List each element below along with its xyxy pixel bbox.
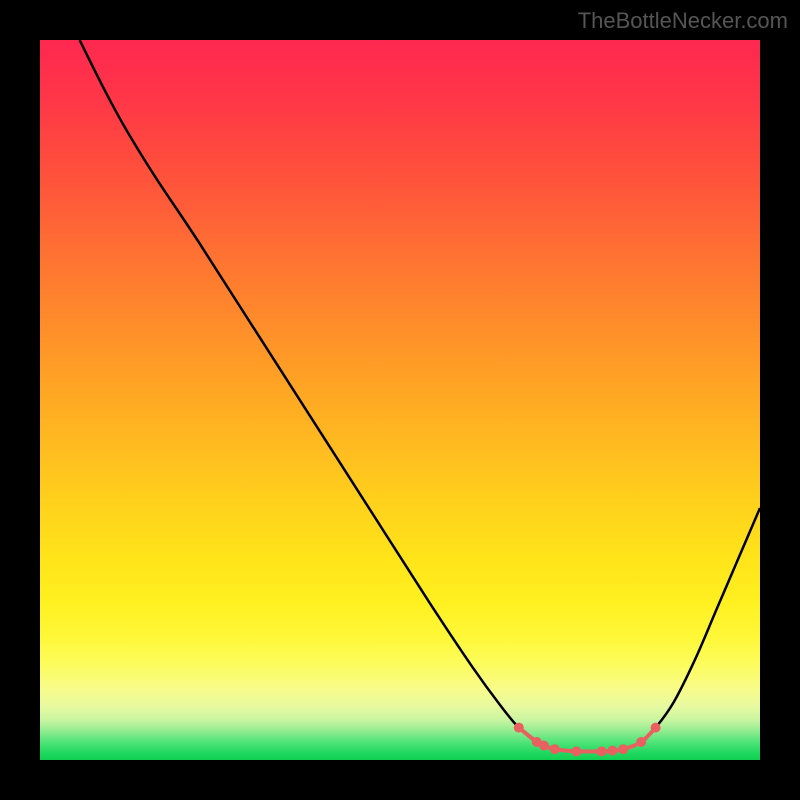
highlight-marker (597, 746, 607, 756)
highlight-marker (514, 723, 524, 733)
highlight-marker (651, 723, 661, 733)
chart-container (40, 40, 760, 760)
highlight-marker (636, 737, 646, 747)
highlight-marker (618, 744, 628, 754)
highlight-marker (539, 741, 549, 751)
highlight-marker (550, 744, 560, 754)
highlight-marker (571, 746, 581, 756)
bottleneck-chart (40, 40, 760, 760)
watermark-text: TheBottleNecker.com (578, 8, 788, 34)
chart-background (40, 40, 760, 760)
highlight-marker (607, 746, 617, 756)
